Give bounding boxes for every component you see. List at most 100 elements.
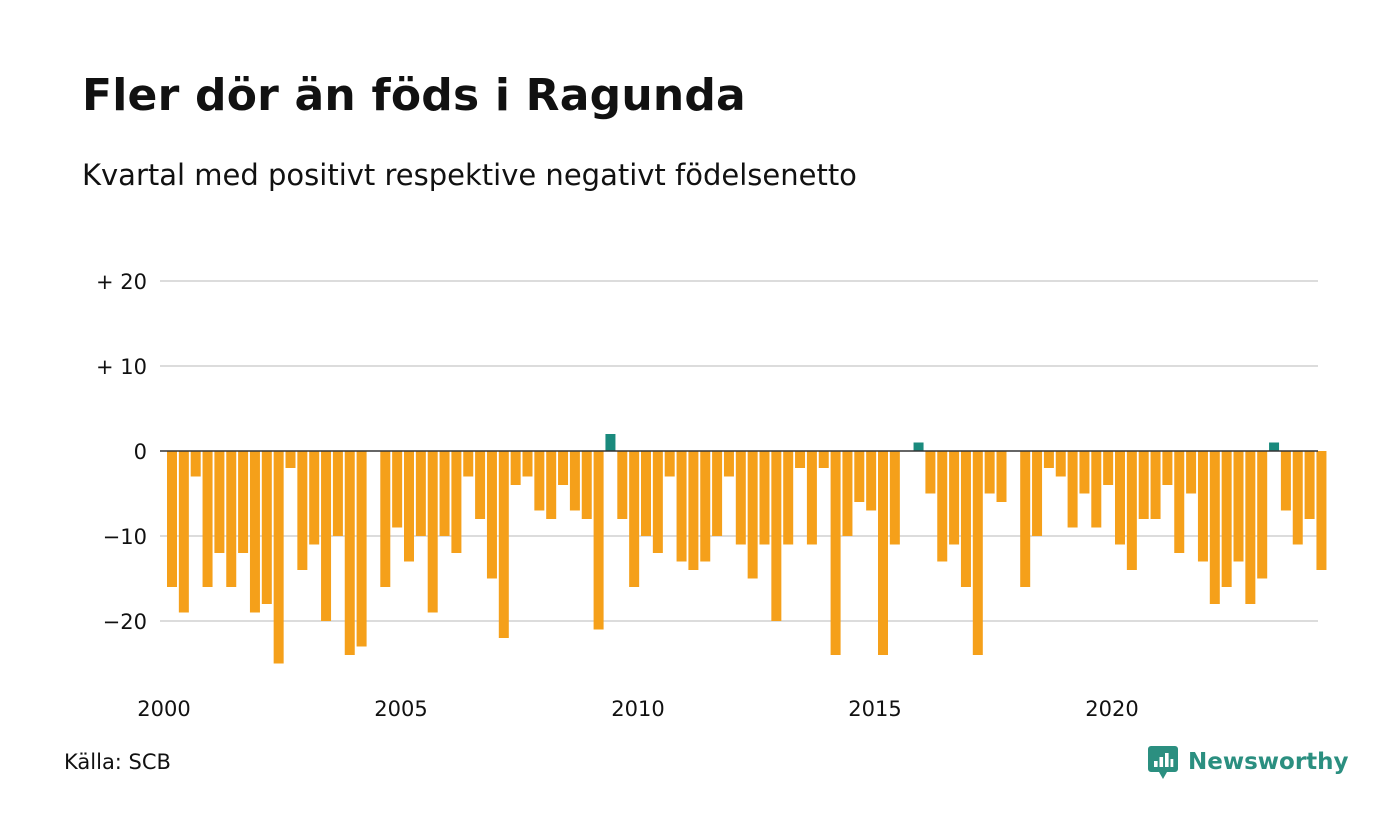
bar xyxy=(273,451,284,664)
bar xyxy=(629,451,640,587)
bar xyxy=(700,451,711,562)
bar xyxy=(866,451,877,511)
bar xyxy=(249,451,260,613)
bar xyxy=(1280,451,1291,511)
bar xyxy=(937,451,948,562)
bar xyxy=(167,451,177,587)
bar xyxy=(984,451,995,494)
bar xyxy=(1020,451,1031,587)
source-note: Källa: SCB xyxy=(64,750,171,774)
bar xyxy=(356,451,367,647)
brand-logo: Newsworthy xyxy=(1148,744,1349,780)
bar xyxy=(617,451,628,519)
bar xyxy=(759,451,770,545)
bar xyxy=(652,451,663,553)
bar xyxy=(1186,451,1197,494)
bar xyxy=(723,451,734,477)
bar xyxy=(344,451,355,655)
bar xyxy=(735,451,746,545)
bar xyxy=(558,451,569,485)
bar xyxy=(486,451,497,579)
bar xyxy=(226,451,237,587)
bar xyxy=(712,451,723,536)
bar xyxy=(1221,451,1232,587)
bar xyxy=(641,451,651,536)
bar xyxy=(605,434,616,451)
bar xyxy=(1245,451,1256,604)
bar xyxy=(404,451,414,562)
bar xyxy=(949,451,960,545)
bar xyxy=(475,451,486,519)
bar xyxy=(1032,451,1043,536)
y-tick-label: + 10 xyxy=(96,355,147,379)
bar xyxy=(297,451,308,570)
bar xyxy=(1138,451,1149,519)
bar xyxy=(439,451,450,536)
bar xyxy=(1174,451,1185,553)
bar xyxy=(214,451,225,553)
bar xyxy=(581,451,592,519)
bar xyxy=(688,451,699,570)
bar xyxy=(1292,451,1303,545)
bar xyxy=(771,451,782,621)
bar xyxy=(1043,451,1054,468)
bar xyxy=(960,451,971,587)
bar xyxy=(392,451,403,528)
chart-subtitle: Kvartal med positivt respektive negativt… xyxy=(82,158,857,192)
bar xyxy=(676,451,687,562)
bar xyxy=(996,451,1007,502)
bar xyxy=(202,451,213,587)
bar xyxy=(1079,451,1090,494)
bar xyxy=(534,451,545,511)
bar xyxy=(1233,451,1244,562)
bar xyxy=(925,451,936,494)
x-tick-label: 2020 xyxy=(1085,697,1138,721)
bar xyxy=(1150,451,1161,519)
bar xyxy=(889,451,900,545)
bar xyxy=(854,451,865,502)
brand-name: Newsworthy xyxy=(1188,748,1349,775)
bar xyxy=(795,451,806,468)
bar xyxy=(1209,451,1220,604)
bar xyxy=(747,451,758,579)
x-tick-label: 2005 xyxy=(374,697,427,721)
y-tick-label: + 20 xyxy=(96,270,147,294)
bar xyxy=(321,451,332,621)
bar xyxy=(1126,451,1137,570)
bar xyxy=(190,451,201,477)
bar xyxy=(285,451,296,468)
newsworthy-logo-icon xyxy=(1148,746,1178,779)
bar xyxy=(415,451,426,536)
bar xyxy=(309,451,320,545)
bar xyxy=(842,451,853,536)
bar xyxy=(380,451,391,587)
bar xyxy=(498,451,509,638)
bar xyxy=(783,451,794,545)
bar xyxy=(1269,442,1280,451)
bar xyxy=(972,451,983,655)
bar xyxy=(1103,451,1114,485)
bar xyxy=(818,451,829,468)
bar xyxy=(1067,451,1078,528)
bar xyxy=(1115,451,1125,545)
chart-title: Fler dör än föds i Ragunda xyxy=(82,70,746,121)
x-tick-label: 2015 xyxy=(848,697,901,721)
bar xyxy=(1197,451,1208,562)
bar xyxy=(1257,451,1268,579)
bar xyxy=(569,451,580,511)
y-tick-label: −20 xyxy=(103,610,147,634)
bar xyxy=(664,451,675,477)
bar xyxy=(463,451,474,477)
bar xyxy=(913,442,924,451)
bar xyxy=(238,451,249,553)
bar xyxy=(1162,451,1173,485)
bar xyxy=(806,451,817,545)
bar xyxy=(878,451,888,655)
bar xyxy=(427,451,438,613)
bar-chart: + 20 + 10 0 −10 −20 2000 2005 2010 2015 2020 xyxy=(96,270,1327,721)
bar xyxy=(830,451,841,655)
bar xyxy=(178,451,189,613)
x-tick-label: 2000 xyxy=(137,697,190,721)
bar xyxy=(1304,451,1315,519)
bar xyxy=(451,451,462,553)
